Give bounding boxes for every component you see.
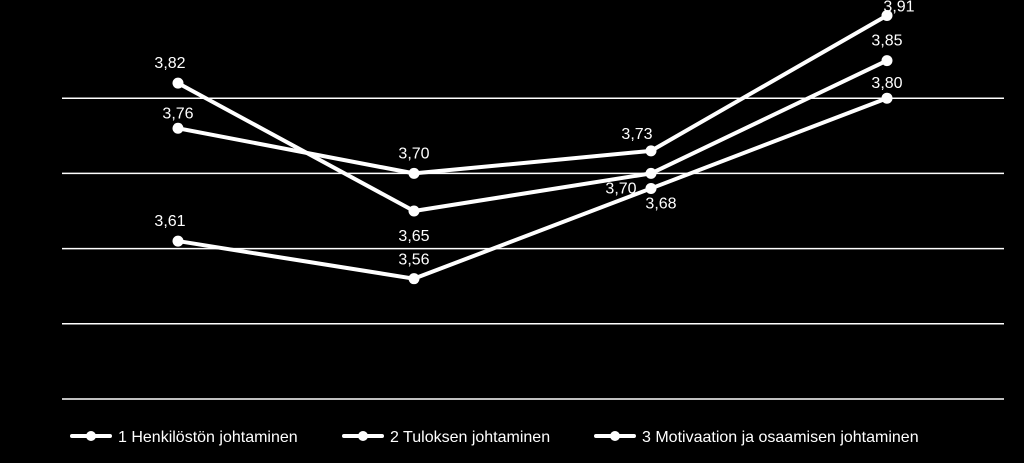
data-label-s2-3: 3,70 (605, 180, 636, 197)
legend-label-2: 2 Tuloksen johtaminen (390, 429, 550, 446)
legend-label-1: 1 Henkilöstön johtaminen (118, 429, 298, 446)
series-lines (176, 13, 889, 281)
legend-label-3: 3 Motivaation ja osaamisen johtaminen (642, 429, 919, 446)
data-label-s2-1: 3,82 (154, 55, 185, 72)
point-s2-3 (645, 167, 657, 179)
data-label-s3-3: 3,68 (645, 195, 676, 212)
data-label-s1-2: 3,70 (398, 145, 429, 162)
gridlines (62, 97, 1004, 400)
legend: 1 Henkilöstön johtaminen 2 Tuloksen johta… (70, 429, 919, 446)
data-label-s1-3: 3,73 (621, 126, 652, 143)
series-line-2 (176, 58, 889, 213)
data-label-s3-1: 3,61 (154, 213, 185, 230)
point-s3-3 (645, 182, 657, 194)
legend-marker-2 (358, 431, 368, 441)
data-label-s3-2: 3,56 (398, 252, 429, 269)
point-s2-4 (881, 55, 893, 67)
point-s2-2 (408, 205, 420, 217)
point-s3-1 (172, 235, 184, 247)
point-s1-4 (881, 9, 893, 21)
series-line-1 (176, 13, 889, 176)
legend-marker-1 (86, 431, 96, 441)
point-s1-3 (645, 145, 657, 157)
data-label-s2-4: 3,85 (871, 33, 902, 50)
data-label-s1-4: 3,91 (883, 0, 914, 15)
point-s2-1 (172, 77, 184, 89)
point-s1-2 (408, 167, 420, 179)
legend-marker-3 (610, 431, 620, 441)
point-s1-1 (172, 122, 184, 134)
point-s3-2 (408, 273, 420, 285)
series-line-3 (176, 96, 889, 281)
series-points (172, 9, 893, 285)
point-s3-4 (881, 92, 893, 104)
data-label-s1-1: 3,76 (162, 105, 193, 122)
data-label-s2-2: 3,65 (398, 228, 429, 245)
data-label-s3-4: 3,80 (871, 75, 902, 92)
data-labels: 3,76 3,70 3,73 3,91 3,82 3,65 3,70 3,85 3,61 3,56… (154, 0, 914, 269)
